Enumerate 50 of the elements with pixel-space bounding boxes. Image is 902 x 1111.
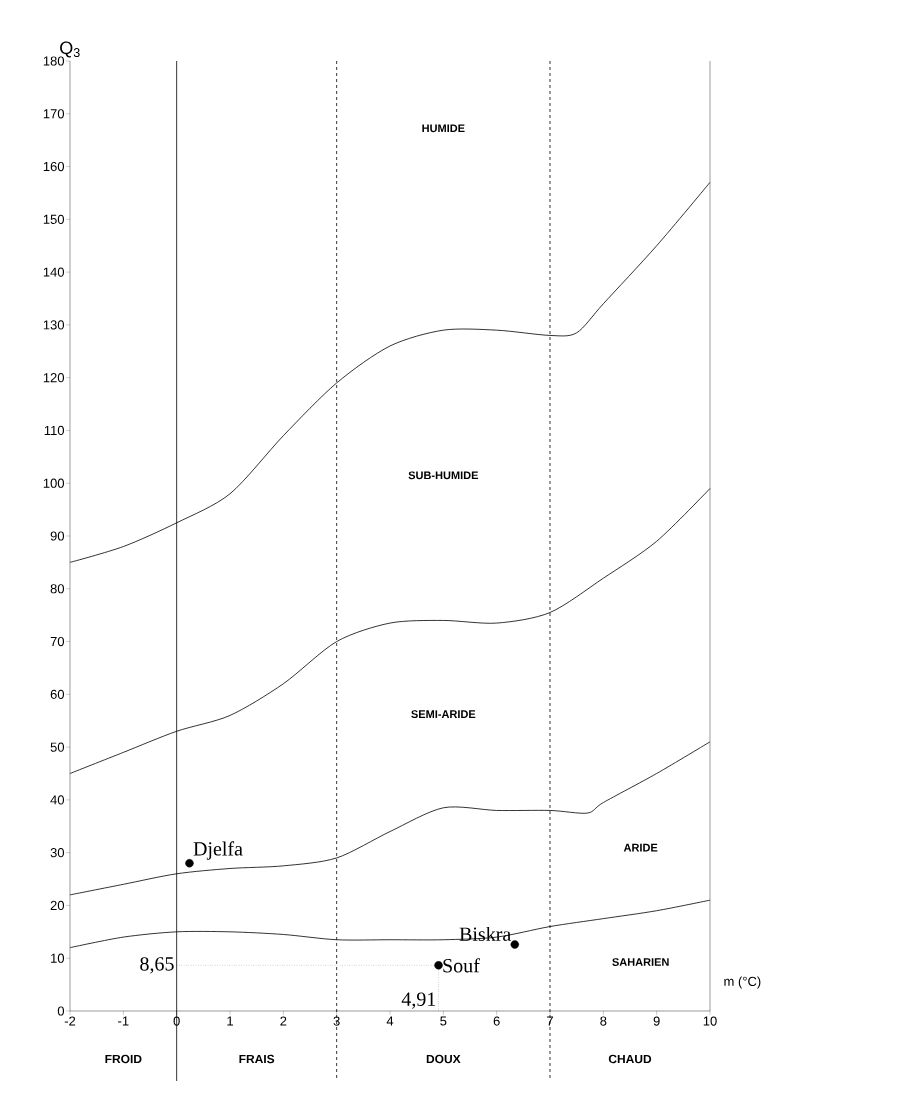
y-tick-label: 80: [50, 584, 65, 594]
x-tick-label: 9: [653, 1016, 660, 1026]
y-tick-label: 140: [43, 267, 65, 277]
text: CHAUD: [608, 1054, 652, 1064]
series-label: Souf: [443, 958, 480, 973]
y-axis-title: Q$_{3}$: [60, 41, 80, 58]
series-label: Djelfa: [193, 841, 243, 860]
y-tick-label: 40: [50, 795, 65, 805]
y-tick-label: 170: [43, 109, 65, 119]
y-tick-label: 70: [50, 636, 65, 647]
x-tick-label: 3: [333, 1016, 340, 1026]
x-tick-label: 2: [280, 1016, 287, 1026]
y-tick-label: 130: [43, 320, 65, 330]
annotation: SEMI-ARIDE: [411, 710, 476, 719]
x-tick-label: 1: [227, 1016, 233, 1026]
y-tick-label: 120: [43, 373, 65, 383]
x-tick-label: 6: [493, 1016, 500, 1026]
text: FROID: [105, 1054, 142, 1064]
annotation: ARIDE: [623, 843, 658, 852]
y-tick-label: 60: [50, 689, 65, 699]
y-tick-label: 160: [43, 161, 65, 172]
x-tick-label: 7: [547, 1016, 553, 1026]
text: FRAIS: [239, 1054, 275, 1064]
x-tick-label: 8: [600, 1016, 607, 1026]
text: DOUX: [426, 1054, 461, 1064]
point: [185, 859, 194, 868]
series-label: Biskra: [459, 926, 511, 941]
x-tick-label: 4: [386, 1016, 394, 1026]
point: [510, 940, 519, 949]
annotation: SAHARIEN: [612, 958, 669, 966]
x-axis-title: m (°C): [724, 976, 761, 989]
y-tick-label: 100: [43, 478, 65, 488]
point: [434, 961, 443, 970]
annotation: SUB-HUMIDE: [408, 471, 479, 480]
y-tick-label: 10: [51, 953, 65, 963]
x-tick-label: -1: [118, 1016, 129, 1026]
y-tick-label: 30: [50, 848, 65, 858]
y-tick-label: 50: [50, 742, 65, 752]
y-tick-label: 180: [43, 56, 65, 66]
y-tick-label: 90: [50, 531, 65, 541]
y-tick-label: 150: [43, 214, 65, 224]
y-tick-label: 110: [44, 425, 65, 436]
x-tick-label: -2: [64, 1016, 76, 1026]
x-tick-label: 5: [440, 1016, 447, 1026]
annotation: HUMIDE: [422, 124, 465, 133]
y-tick-label: 20: [50, 900, 65, 911]
annotation: 4,91: [401, 992, 436, 1009]
annotation: 8,65: [140, 957, 174, 974]
x-tick-label: 10: [703, 1016, 717, 1026]
y-tick-label: 0: [57, 1006, 65, 1016]
